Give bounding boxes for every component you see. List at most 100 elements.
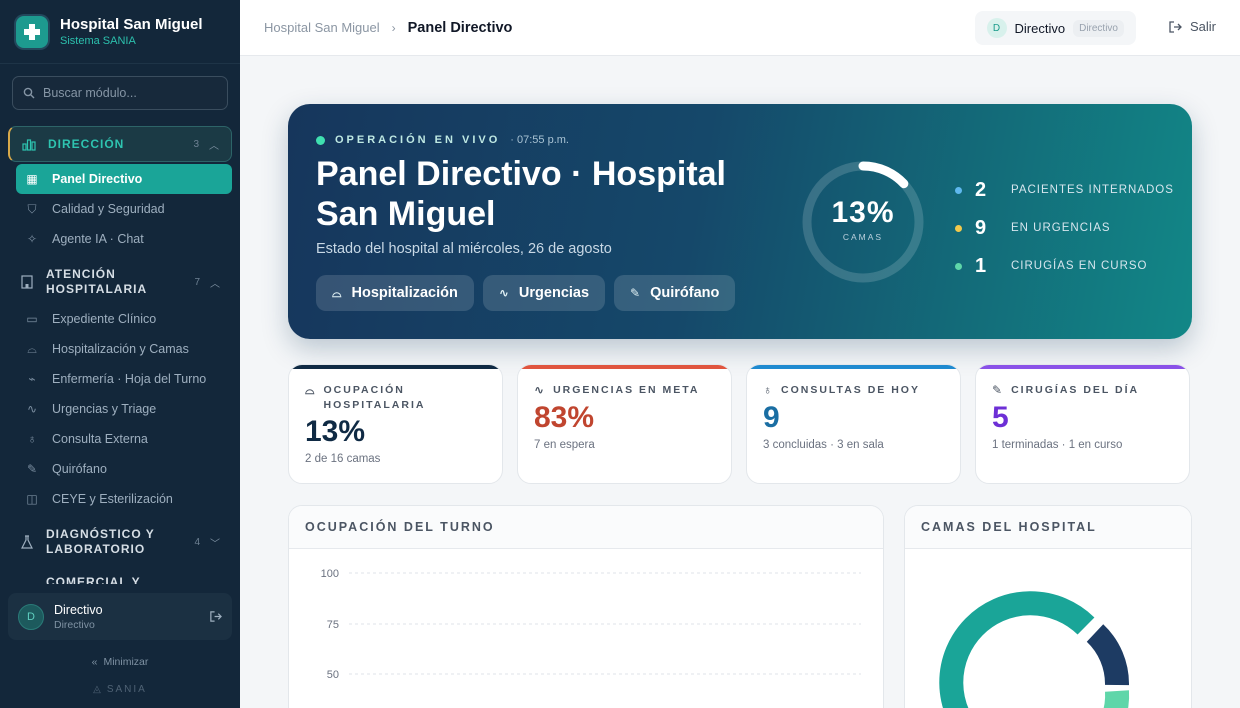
section-count: 3 — [193, 138, 199, 150]
chevron-down-icon: ﹀ — [210, 538, 220, 550]
hero-title: Panel Directivo · Hospital San Miguel — [316, 155, 726, 233]
live-time: · 07:55 p.m. — [510, 134, 569, 146]
breadcrumb-root[interactable]: Hospital San Miguel — [264, 20, 380, 35]
sidebar-item-quirofano[interactable]: ✎ Quirófano — [16, 454, 232, 484]
ring-center: 13% CAMAS — [800, 196, 926, 242]
donut-segment-available — [939, 591, 1095, 708]
sidebar: Hospital San Miguel Sistema SANIA DIRECC… — [0, 0, 240, 708]
bed-icon: ⌓ — [305, 383, 315, 397]
quirofano-button[interactable]: ✎ Quirófano — [614, 275, 736, 311]
flask-icon — [21, 535, 33, 549]
pulse-icon: ∿ — [534, 383, 545, 397]
section-atencion[interactable]: ATENCIÓN HOSPITALARIA 7 ︿ — [8, 260, 232, 304]
avatar: D — [986, 18, 1007, 38]
live-indicator: OPERACIÓN EN VIVO · 07:55 p.m. — [316, 134, 569, 146]
sidebar-user[interactable]: D Directivo Directivo — [8, 593, 232, 640]
sidebar-item-label: Urgencias y Triage — [52, 402, 157, 416]
panel-title: OCUPACIÓN DEL TURNO — [289, 506, 883, 549]
stat-value: 9 — [975, 216, 987, 239]
app-system: Sistema SANIA — [60, 35, 136, 47]
app-name: Hospital San Miguel — [60, 16, 203, 33]
hospitalizacion-button[interactable]: ⌓ Hospitalización — [316, 275, 474, 311]
stat-label: PACIENTES INTERNADOS — [1011, 184, 1174, 196]
brand: Hospital San Miguel Sistema SANIA — [0, 0, 240, 64]
sidebar-nav: DIRECCIÓN 3 ︿ ▦ Panel Directivo ⛉ Calidad … — [0, 116, 240, 584]
hero-stats: 2 PACIENTES INTERNADOS 9 EN URGENCIAS 1 CIR… — [955, 171, 1174, 285]
logout-icon[interactable] — [209, 610, 222, 623]
card-accent-bar — [518, 365, 731, 369]
topbar: Hospital San Miguel › Panel Directivo D … — [240, 0, 1240, 56]
card-title-row: ⌓ OCUPACIÓN HOSPITALARIA — [305, 383, 434, 413]
stethoscope-icon: ♁ — [27, 432, 37, 446]
status-dot-icon — [955, 186, 962, 194]
sidebar-item-hospitalizacion[interactable]: ⌓ Hospitalización y Camas — [16, 334, 232, 364]
card-subtitle: 3 concluidas · 3 en sala — [763, 439, 884, 451]
ring-label: CAMAS — [842, 232, 884, 242]
footer-logo: ◬ SANIA — [0, 684, 240, 695]
kpi-consultas[interactable]: ♁ CONSULTAS DE HOY 9 3 concluidas · 3 en … — [746, 364, 961, 484]
logout-label: Salir — [1189, 19, 1216, 34]
card-accent-bar — [976, 365, 1189, 369]
bed-icon: ⌓ — [27, 341, 37, 356]
sidebar-item-enfermeria[interactable]: ⌁ Enfermería · Hoja del Turno — [16, 364, 232, 394]
logout-icon — [1169, 20, 1182, 33]
button-label: Quirófano — [650, 285, 720, 301]
chevron-up-icon: ︿ — [209, 140, 219, 152]
donut-segment-other — [1103, 690, 1130, 708]
sidebar-item-expediente[interactable]: ▭ Expediente Clínico — [16, 304, 232, 334]
button-label: Urgencias — [518, 285, 590, 301]
card-value: 5 — [992, 401, 1009, 434]
module-search[interactable] — [12, 76, 228, 110]
user-role: Directivo — [54, 618, 95, 631]
card-title-row: ♁ CONSULTAS DE HOY — [763, 383, 920, 398]
page-title: Panel Directivo — [407, 19, 513, 36]
card-title-row: ∿ URGENCIAS EN META — [534, 383, 699, 398]
double-chevron-left-icon: « — [91, 656, 98, 668]
user-chip[interactable]: D Directivo Directivo — [974, 11, 1136, 45]
card-subtitle: 2 de 16 camas — [305, 453, 381, 465]
kpi-urgencias[interactable]: ∿ URGENCIAS EN META 83% 7 en espera — [517, 364, 732, 484]
ring-progress-arc — [802, 161, 924, 283]
urgencias-button[interactable]: ∿ Urgencias — [482, 275, 606, 311]
ring-value: 13% — [831, 196, 895, 229]
sidebar-item-panel-directivo[interactable]: ▦ Panel Directivo — [16, 164, 232, 194]
stat-label: EN URGENCIAS — [1011, 222, 1111, 234]
sidebar-item-label: Calidad y Seguridad — [52, 202, 165, 216]
sidebar-item-label: Hospitalización y Camas — [52, 342, 189, 356]
button-label: Hospitalización — [351, 285, 458, 301]
sidebar-item-urgencias[interactable]: ∿ Urgencias y Triage — [16, 394, 232, 424]
live-dot-icon — [316, 135, 325, 145]
search-input[interactable] — [43, 86, 213, 100]
card-accent-bar — [747, 365, 960, 369]
sidebar-item-label: CEYE y Esterilización — [52, 492, 173, 506]
card-value: 9 — [763, 401, 780, 434]
sidebar-item-consulta[interactable]: ♁ Consulta Externa — [16, 424, 232, 454]
y-tick-50: 50 — [327, 669, 339, 681]
section-direccion[interactable]: DIRECCIÓN 3 ︿ — [8, 126, 232, 162]
live-label: OPERACIÓN EN VIVO — [335, 134, 501, 146]
stat-internados: 2 PACIENTES INTERNADOS — [955, 171, 1174, 209]
sidebar-item-label: Panel Directivo — [52, 172, 143, 186]
sidebar-item-label: Expediente Clínico — [52, 312, 157, 326]
kpi-ocupacion[interactable]: ⌓ OCUPACIÓN HOSPITALARIA 13% 2 de 16 cama… — [288, 364, 503, 484]
hero-subtitle: Estado del hospital al miércoles, 26 de … — [316, 241, 612, 257]
pulse-icon: ∿ — [26, 402, 38, 416]
kpi-cirugias[interactable]: ✎ CIRUGÍAS DEL DÍA 5 1 terminadas · 1 en … — [975, 364, 1190, 484]
section-comercial[interactable]: COMERCIAL Y — [8, 564, 232, 585]
hospital-logo-icon — [16, 15, 48, 48]
section-diagnostico[interactable]: DIAGNÓSTICO Y LABORATORIO 4 ﹀ — [8, 520, 232, 564]
turno-chart: 100 75 50 — [321, 568, 861, 681]
y-tick-75: 75 — [327, 619, 339, 631]
section-label: DIAGNÓSTICO Y LABORATORIO — [46, 527, 155, 556]
section-label: ATENCIÓN HOSPITALARIA — [46, 267, 148, 296]
card-value: 83% — [534, 401, 595, 434]
hero-actions: ⌓ Hospitalización ∿ Urgencias ✎ Quirófano — [316, 275, 744, 311]
panel-title: CAMAS DEL HOSPITAL — [905, 506, 1191, 549]
minimize-button[interactable]: « Minimizar — [0, 656, 240, 668]
sidebar-item-calidad[interactable]: ⛉ Calidad y Seguridad — [16, 194, 232, 224]
sidebar-item-label: Enfermería · Hoja del Turno — [52, 372, 207, 386]
logout-button[interactable]: Salir — [1168, 19, 1216, 34]
sidebar-item-ceye[interactable]: ◫ CEYE y Esterilización — [16, 484, 232, 514]
stat-label: CIRUGÍAS EN CURSO — [1011, 260, 1148, 272]
sidebar-item-agente-ia[interactable]: ✧ Agente IA · Chat — [16, 224, 232, 254]
